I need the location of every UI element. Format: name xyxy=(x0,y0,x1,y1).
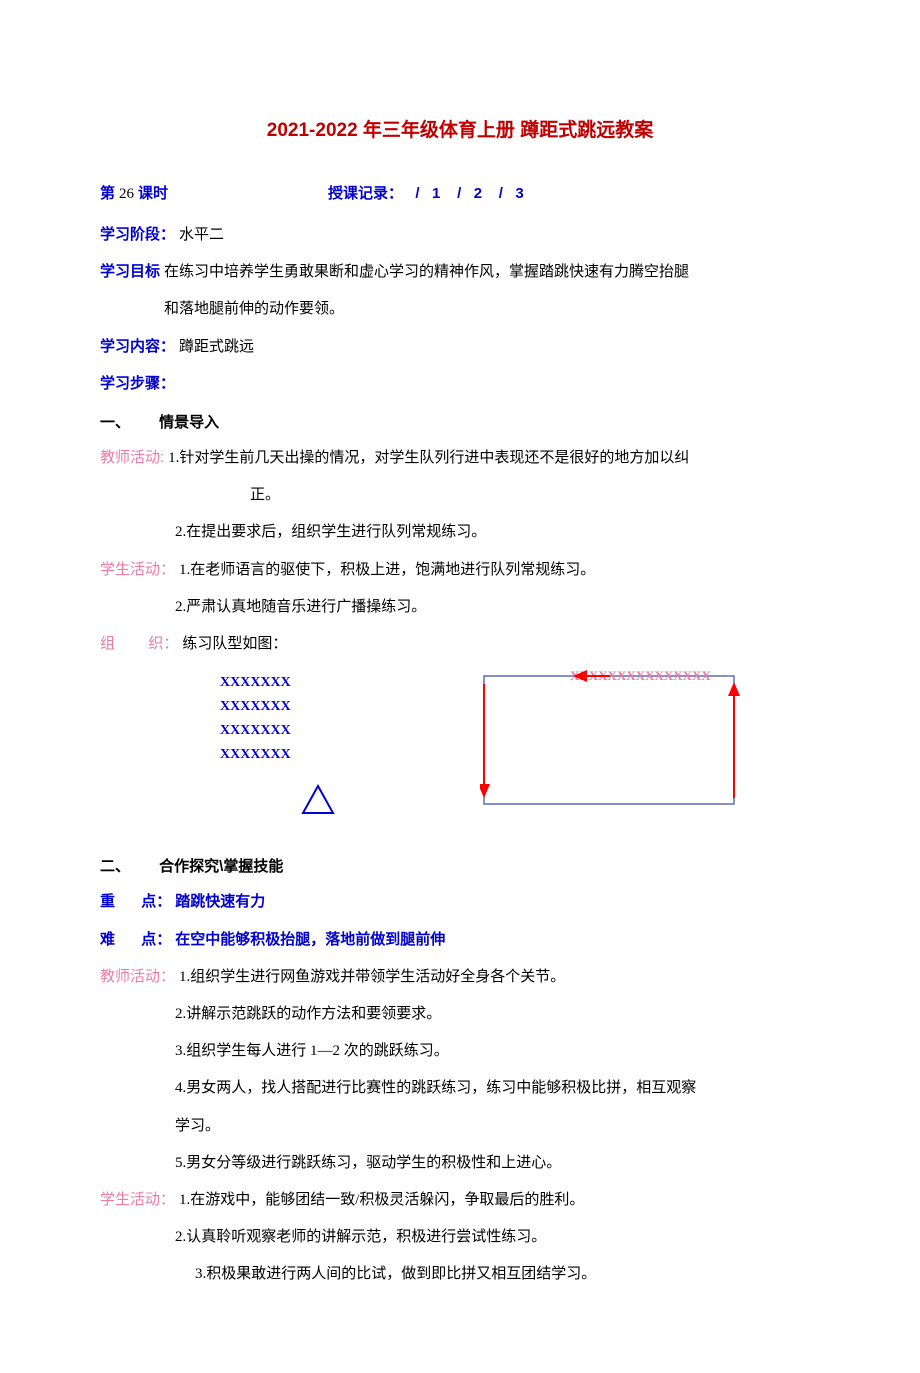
goal-label: 学习目标 xyxy=(100,263,160,280)
s2-teacher-4b: 学习。 xyxy=(100,1108,820,1143)
section1-heading: 一、 情景导入 xyxy=(100,405,820,440)
s2-t3: 3.组织学生每人进行 1—2 次的跳跃练习。 xyxy=(175,1043,449,1059)
record-values: / 1 / 2 / 3 xyxy=(407,185,524,202)
title-text: 2021-2022 年三年级体育上册 蹲距式跳远教案 xyxy=(267,120,653,141)
stage-line: 学习阶段： 水平二 xyxy=(100,217,820,252)
section2-heading-text: 二、 合作探究\掌握技能 xyxy=(100,858,283,875)
page-title: 2021-2022 年三年级体育上册 蹲距式跳远教案 xyxy=(100,110,820,152)
content-label: 学习内容： xyxy=(100,338,175,355)
s2-student-2: 2.认真聆听观察老师的讲解示范，积极进行尝试性练习。 xyxy=(100,1219,820,1254)
lesson-num: 26 xyxy=(119,186,134,202)
s2-teacher-5: 5.男女分等级进行跳跃练习，驱动学生的积极性和上进心。 xyxy=(100,1145,820,1180)
record-label: 授课记录： xyxy=(328,185,403,202)
s1-org: 组 织： 练习队型如图： xyxy=(100,626,820,661)
focus-line: 重 点： 踏跳快速有力 xyxy=(100,884,820,919)
teacher-label-1: 教师活动: xyxy=(100,449,164,466)
s1-s1: 1.在老师语言的驱使下，积极上进，饱满地进行队列常规练习。 xyxy=(179,562,595,578)
diff-label: 难 点： xyxy=(100,932,171,948)
s2-t1: 1.组织学生进行网鱼游戏并带领学生活动好全身各个关节。 xyxy=(179,969,565,985)
s2-t4: 4.男女两人，找人搭配进行比赛性的跳跃练习，练习中能够积极比拼，相互观察 xyxy=(175,1080,696,1096)
stage-label: 学习阶段： xyxy=(100,226,175,243)
stage-value: 水平二 xyxy=(179,227,224,243)
s2-s1: 1.在游戏中，能够团结一致/积极灵活躲闪，争取最后的胜利。 xyxy=(179,1192,584,1208)
s2-s2: 2.认真聆听观察老师的讲解示范，积极进行尝试性练习。 xyxy=(175,1229,546,1245)
goal-line-2: 和落地腿前伸的动作要领。 xyxy=(100,291,820,326)
route-diagram: XXXXXXXXXXXXXXX xyxy=(480,666,740,811)
s2-s3: 3.积极果敢进行两人间的比试，做到即比拼又相互团结学习。 xyxy=(195,1266,596,1282)
steps-label-line: 学习步骤： xyxy=(100,366,820,401)
s2-teacher-1: 教师活动： 1.组织学生进行网鱼游戏并带领学生活动好全身各个关节。 xyxy=(100,959,820,994)
s2-teacher-4: 4.男女两人，找人搭配进行比赛性的跳跃练习，练习中能够积极比拼，相互观察 xyxy=(100,1070,820,1105)
focus-label: 重 点： xyxy=(100,894,171,910)
formation-row-1: XXXXXXX xyxy=(220,671,291,695)
formation-row-3: XXXXXXX xyxy=(220,719,291,743)
student-label-1: 学生活动： xyxy=(100,561,175,578)
s1-student-2: 2.严肃认真地随音乐进行广播操练习。 xyxy=(100,589,820,624)
s2-t5: 5.男女分等级进行跳跃练习，驱动学生的积极性和上进心。 xyxy=(175,1155,561,1171)
s2-t2: 2.讲解示范跳跃的动作方法和要领要求。 xyxy=(175,1006,441,1022)
triangle-icon xyxy=(300,783,336,817)
s1-teacher-1: 教师活动: 1.针对学生前几天出操的情况，对学生队列行进中表现还不是很好的地方加… xyxy=(100,440,820,475)
s1-t1b: 正。 xyxy=(250,487,280,503)
steps-label: 学习步骤： xyxy=(100,375,175,392)
s1-teacher-1b: 正。 xyxy=(100,477,820,512)
lesson-label-prefix: 第 xyxy=(100,185,115,202)
record-block: 授课记录： / 1 / 2 / 3 xyxy=(328,176,524,211)
org-label: 组 织： xyxy=(100,635,178,652)
student-label-2: 学生活动： xyxy=(100,1191,175,1208)
goal-line-1: 学习目标 在练习中培养学生勇敢果断和虚心学习的精神作风，掌握踏跳快速有力腾空抬腿 xyxy=(100,254,820,289)
s1-s2: 2.严肃认真地随音乐进行广播操练习。 xyxy=(175,599,426,615)
header-row: 第 26 课时 授课记录： / 1 / 2 / 3 xyxy=(100,176,820,211)
s1-t2: 2.在提出要求后，组织学生进行队列常规练习。 xyxy=(175,524,486,540)
formation-row-2: XXXXXXX xyxy=(220,695,291,719)
goal-text-1: 在练习中培养学生勇敢果断和虚心学习的精神作风，掌握踏跳快速有力腾空抬腿 xyxy=(164,264,689,280)
content-line: 学习内容： 蹲距式跳远 xyxy=(100,329,820,364)
content-value: 蹲距式跳远 xyxy=(179,339,254,355)
s2-t4b: 学习。 xyxy=(175,1118,220,1134)
s2-teacher-3: 3.组织学生每人进行 1—2 次的跳跃练习。 xyxy=(100,1033,820,1068)
section1-heading-text: 一、 情景导入 xyxy=(100,414,219,431)
s2-student-1: 学生活动： 1.在游戏中，能够团结一致/积极灵活躲闪，争取最后的胜利。 xyxy=(100,1182,820,1217)
s2-teacher-2: 2.讲解示范跳跃的动作方法和要领要求。 xyxy=(100,996,820,1031)
formation-block: XXXXXXX XXXXXXX XXXXXXX XXXXXXX xyxy=(220,671,291,766)
formation-diagram: XXXXXXX XXXXXXX XXXXXXX XXXXXXX XXXXXXXX… xyxy=(100,671,820,831)
s1-t1: 1.针对学生前几天出操的情况，对学生队列行进中表现还不是很好的地方加以纠 xyxy=(168,450,689,466)
s1-teacher-2: 2.在提出要求后，组织学生进行队列常规练习。 xyxy=(100,514,820,549)
formation-row-4: XXXXXXX xyxy=(220,743,291,767)
goal-text-2: 和落地腿前伸的动作要领。 xyxy=(164,301,344,317)
focus-value: 踏跳快速有力 xyxy=(175,894,265,910)
diff-value: 在空中能够积极抬腿，落地前做到腿前伸 xyxy=(175,932,445,948)
s1-student-1: 学生活动： 1.在老师语言的驱使下，积极上进，饱满地进行队列常规练习。 xyxy=(100,552,820,587)
org-value: 练习队型如图： xyxy=(182,636,287,652)
s2-student-3: 3.积极果敢进行两人间的比试，做到即比拼又相互团结学习。 xyxy=(100,1256,820,1291)
teacher-label-2: 教师活动： xyxy=(100,968,175,985)
lesson-number: 第 26 课时 xyxy=(100,176,168,211)
section2-heading: 二、 合作探究\掌握技能 xyxy=(100,849,820,884)
lesson-label-suffix: 课时 xyxy=(138,185,168,202)
diff-line: 难 点： 在空中能够积极抬腿，落地前做到腿前伸 xyxy=(100,922,820,957)
